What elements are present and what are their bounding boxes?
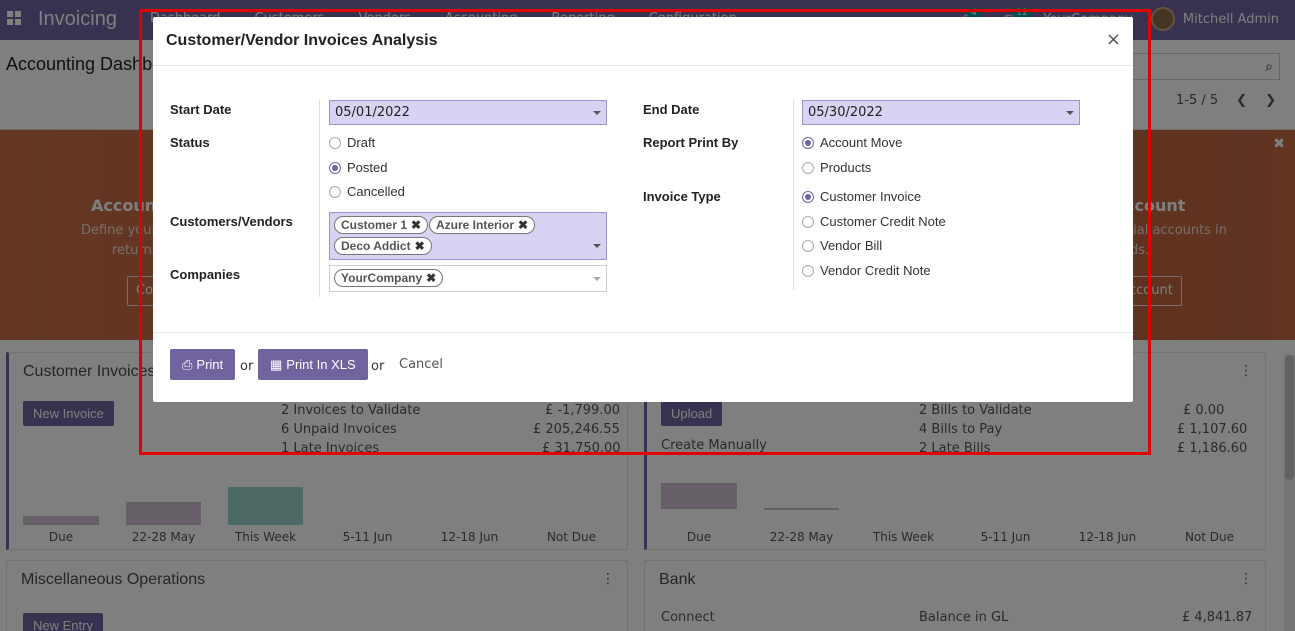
tag-customer-1[interactable]: Customer 1 ✖ — [334, 216, 429, 234]
report-products-label: Products — [820, 160, 872, 175]
dialog-header: Customer/Vendor Invoices Analysis × — [153, 17, 1133, 66]
report-print-by-label: Report Print By — [643, 135, 739, 150]
status-draft-radio[interactable] — [329, 136, 341, 149]
status-posted-radio[interactable] — [329, 161, 341, 174]
excel-file-icon: ▦ — [270, 356, 283, 372]
customers-vendors-label: Customers/Vendors — [170, 214, 293, 229]
invoice-type-vendor-bill-label: Vendor Bill — [820, 238, 883, 253]
right-column-divider — [793, 100, 794, 290]
status-cancelled-option[interactable]: Cancelled — [329, 184, 405, 199]
invoice-type-customer-invoice-label: Customer Invoice — [820, 189, 922, 204]
invoice-type-label: Invoice Type — [643, 189, 721, 204]
start-date-label: Start Date — [170, 102, 232, 117]
status-draft-option[interactable]: Draft — [329, 135, 375, 150]
end-date-input[interactable]: 05/30/2022 — [802, 100, 1080, 125]
invoice-type-customer-invoice-option[interactable]: Customer Invoice — [802, 189, 921, 204]
invoice-type-customer-invoice-radio[interactable] — [802, 190, 814, 203]
partners-many2many-input[interactable]: Customer 1 ✖ Azure Interior ✖ Deco Addict ✖ — [329, 212, 607, 260]
print-button-label: Print — [196, 357, 224, 372]
companies-many2many-input[interactable]: YourCompany ✖ — [329, 265, 607, 292]
chevron-down-icon — [1066, 111, 1074, 115]
report-products-option[interactable]: Products — [802, 160, 871, 175]
start-date-value: 05/01/2022 — [335, 105, 410, 120]
tag-remove-icon[interactable]: ✖ — [426, 271, 437, 285]
or-separator: or — [371, 359, 385, 374]
tag-label: Deco Addict — [341, 239, 411, 253]
report-account-move-option[interactable]: Account Move — [802, 135, 902, 150]
invoice-type-vendor-bill-radio[interactable] — [802, 239, 814, 252]
or-separator: or — [240, 359, 254, 374]
report-account-move-label: Account Move — [820, 135, 903, 150]
invoice-type-customer-credit-note-radio[interactable] — [802, 215, 814, 228]
invoice-type-customer-credit-note-option[interactable]: Customer Credit Note — [802, 214, 946, 229]
print-xls-button-label: Print In XLS — [286, 357, 356, 372]
report-products-radio[interactable] — [802, 161, 814, 174]
printer-icon: ⎙ — [182, 356, 193, 372]
tag-label: Customer 1 — [341, 218, 408, 232]
status-label: Status — [170, 135, 210, 150]
tag-remove-icon[interactable]: ✖ — [414, 239, 425, 253]
tag-label: YourCompany — [341, 271, 423, 285]
chevron-down-icon — [593, 111, 601, 115]
invoice-type-vendor-credit-note-radio[interactable] — [802, 264, 814, 277]
print-button[interactable]: ⎙ Print — [170, 349, 236, 380]
cancel-button[interactable]: Cancel — [399, 357, 444, 372]
chevron-down-icon[interactable] — [593, 244, 601, 248]
end-date-label: End Date — [643, 102, 700, 117]
invoice-analysis-dialog: Customer/Vendor Invoices Analysis × Star… — [153, 17, 1133, 402]
tag-azure-interior[interactable]: Azure Interior ✖ — [429, 216, 536, 234]
status-draft-label: Draft — [347, 135, 376, 150]
invoice-type-customer-credit-note-label: Customer Credit Note — [820, 214, 946, 229]
tag-remove-icon[interactable]: ✖ — [411, 218, 422, 232]
dialog-footer-separator — [153, 332, 1133, 333]
start-date-input[interactable]: 05/01/2022 — [329, 100, 607, 125]
status-posted-option[interactable]: Posted — [329, 160, 387, 175]
companies-label: Companies — [170, 267, 241, 282]
invoice-type-vendor-bill-option[interactable]: Vendor Bill — [802, 238, 882, 253]
print-xls-button[interactable]: ▦ Print In XLS — [258, 349, 368, 380]
end-date-value: 05/30/2022 — [808, 105, 883, 120]
tag-remove-icon[interactable]: ✖ — [518, 218, 529, 232]
tag-deco-addict[interactable]: Deco Addict ✖ — [334, 237, 432, 255]
dialog-title: Customer/Vendor Invoices Analysis — [166, 32, 438, 49]
close-icon[interactable]: × — [1105, 29, 1121, 50]
report-account-move-radio[interactable] — [802, 136, 814, 149]
invoice-type-vendor-credit-note-option[interactable]: Vendor Credit Note — [802, 263, 931, 278]
left-column-divider — [319, 100, 320, 297]
status-posted-label: Posted — [347, 160, 388, 175]
tag-yourcompany[interactable]: YourCompany ✖ — [334, 269, 444, 287]
status-cancelled-radio[interactable] — [329, 185, 341, 198]
invoice-type-vendor-credit-note-label: Vendor Credit Note — [820, 263, 931, 278]
tag-label: Azure Interior — [436, 218, 515, 232]
chevron-down-icon[interactable] — [593, 277, 601, 281]
status-cancelled-label: Cancelled — [347, 184, 405, 199]
